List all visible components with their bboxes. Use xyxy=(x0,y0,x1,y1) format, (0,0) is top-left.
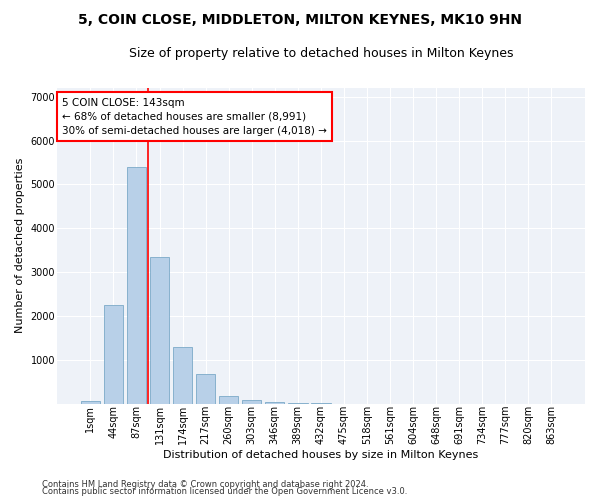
Text: 5, COIN CLOSE, MIDDLETON, MILTON KEYNES, MK10 9HN: 5, COIN CLOSE, MIDDLETON, MILTON KEYNES,… xyxy=(78,12,522,26)
Bar xyxy=(104,305,123,404)
Bar xyxy=(173,346,193,404)
Y-axis label: Number of detached properties: Number of detached properties xyxy=(15,158,25,334)
Bar xyxy=(196,374,215,404)
Text: 5 COIN CLOSE: 143sqm
← 68% of detached houses are smaller (8,991)
30% of semi-de: 5 COIN CLOSE: 143sqm ← 68% of detached h… xyxy=(62,98,327,136)
Bar xyxy=(265,402,284,404)
Text: Contains public sector information licensed under the Open Government Licence v3: Contains public sector information licen… xyxy=(42,487,407,496)
Bar xyxy=(242,400,262,404)
Bar xyxy=(127,167,146,404)
Title: Size of property relative to detached houses in Milton Keynes: Size of property relative to detached ho… xyxy=(128,48,513,60)
Bar xyxy=(150,257,169,404)
X-axis label: Distribution of detached houses by size in Milton Keynes: Distribution of detached houses by size … xyxy=(163,450,478,460)
Text: Contains HM Land Registry data © Crown copyright and database right 2024.: Contains HM Land Registry data © Crown c… xyxy=(42,480,368,489)
Bar xyxy=(80,402,100,404)
Bar xyxy=(219,396,238,404)
